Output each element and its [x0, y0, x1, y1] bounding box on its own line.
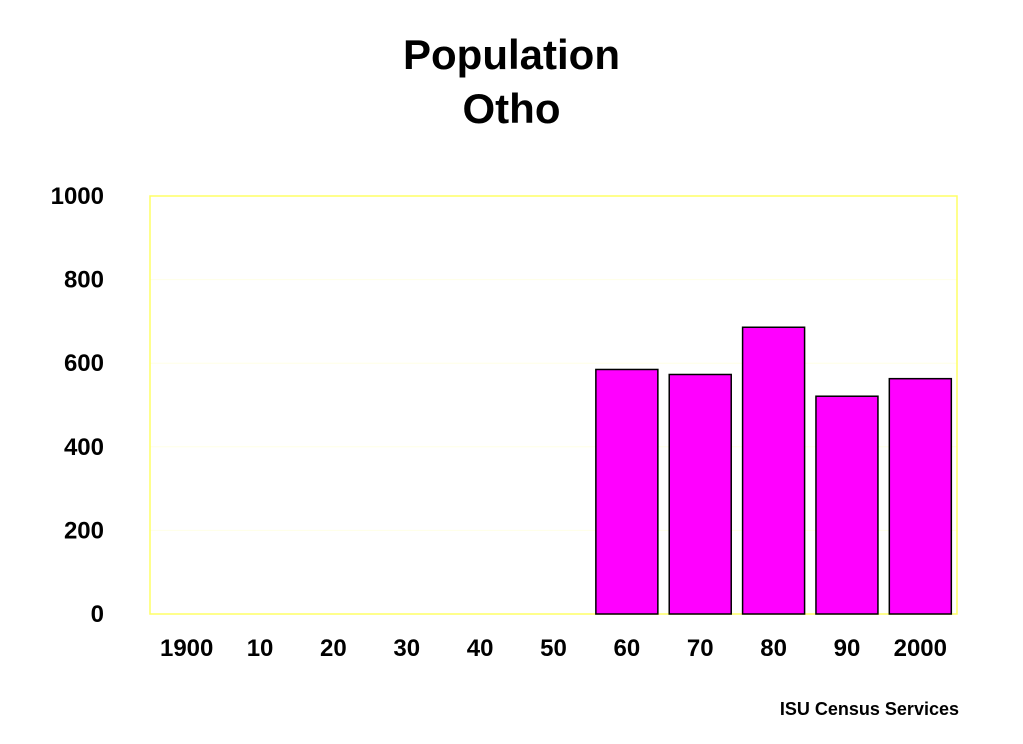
x-tick-label: 40 [467, 635, 494, 662]
x-tick-label: 10 [247, 635, 274, 662]
bar [595, 368, 659, 615]
x-tick-label: 60 [614, 635, 641, 662]
y-tick-label: 600 [64, 350, 104, 377]
chart-title: Population [403, 31, 620, 78]
x-tick-label: 90 [834, 635, 861, 662]
bar [668, 373, 732, 615]
x-tick-label: 50 [540, 635, 567, 662]
x-tick-label: 80 [760, 635, 787, 662]
x-tick-label: 20 [320, 635, 347, 662]
chart-subtitle: Otho [462, 85, 561, 132]
y-tick-label: 800 [64, 267, 104, 294]
x-tick-label: 1900 [160, 635, 213, 662]
y-tick-label: 200 [64, 517, 104, 544]
x-tick-label: 2000 [894, 635, 947, 662]
source-credit: ISU Census Services [779, 699, 959, 719]
y-tick-label: 1000 [51, 183, 104, 210]
bar [815, 395, 879, 615]
y-tick-label: 0 [91, 601, 104, 628]
plot-frame [149, 195, 958, 615]
y-tick-label: 400 [64, 434, 104, 461]
x-tick-label: 70 [687, 635, 714, 662]
bar [888, 377, 953, 615]
bar [741, 326, 806, 615]
chart-title-block: Population Otho [0, 28, 1023, 136]
x-tick-label: 30 [393, 635, 420, 662]
